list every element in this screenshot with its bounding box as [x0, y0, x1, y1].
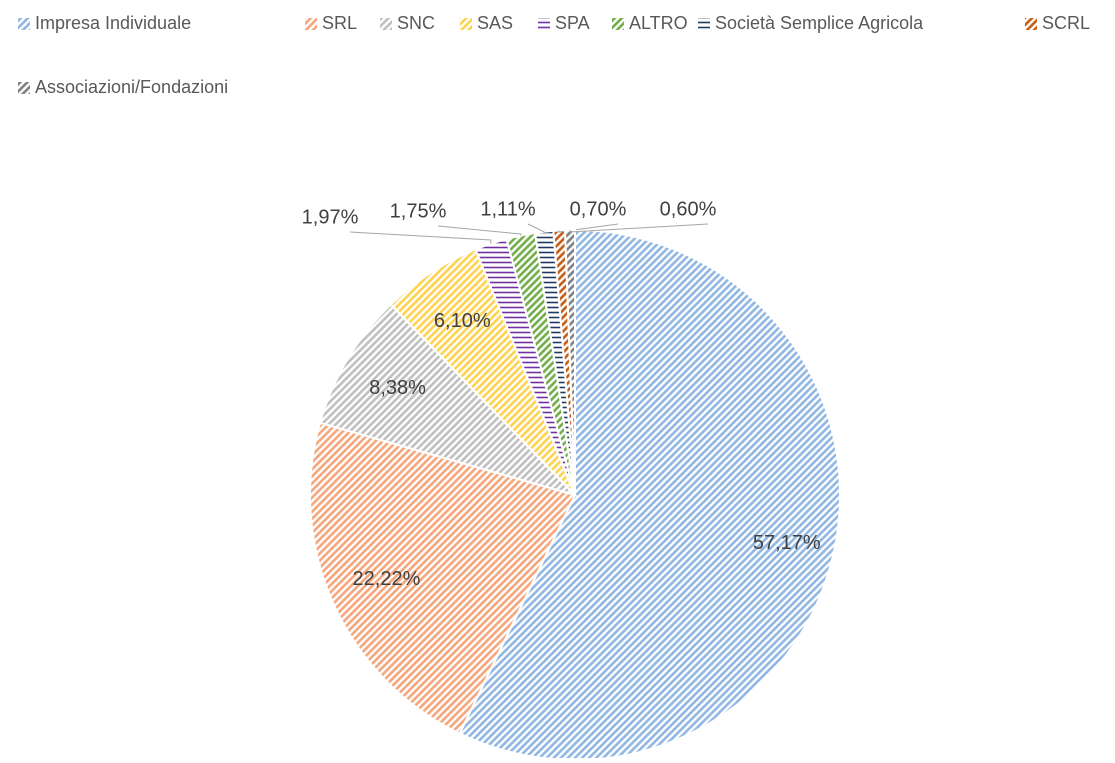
- pie-slice: [563, 228, 576, 496]
- data-label: 57,17%: [753, 532, 821, 554]
- leader-line: [527, 223, 545, 233]
- legend-label: Associazioni/Fondazioni: [35, 77, 228, 97]
- legend-label: Società Semplice Agricola: [715, 13, 924, 33]
- legend-label: SPA: [555, 13, 590, 33]
- data-label: 1,75%: [390, 200, 447, 222]
- legend-label: SNC: [397, 13, 435, 33]
- legend-swatch: [460, 18, 472, 30]
- legend-swatch: [538, 18, 550, 30]
- legend-label: Impresa Individuale: [35, 13, 191, 33]
- leader-line: [558, 223, 619, 233]
- legend-swatch: [698, 18, 710, 30]
- pie-slice: [309, 421, 577, 735]
- legend-swatch: [380, 18, 392, 30]
- data-label: 0,60%: [660, 198, 717, 220]
- leader-line: [349, 231, 492, 244]
- data-label: 1,11%: [480, 198, 535, 220]
- legend-label: SAS: [477, 13, 513, 33]
- leader-line: [437, 225, 522, 236]
- legend-swatch: [18, 18, 30, 30]
- legend-label: SCRL: [1042, 13, 1090, 33]
- legend-swatch: [305, 18, 317, 30]
- pie-slice: [318, 303, 579, 497]
- data-label: 22,22%: [353, 568, 421, 590]
- legend-swatch: [1025, 18, 1037, 30]
- legend-swatch: [612, 18, 624, 30]
- data-label: 6,10%: [434, 310, 491, 332]
- legend-label: ALTRO: [629, 13, 688, 33]
- legend-label: SRL: [322, 13, 357, 33]
- legend-swatch: [18, 82, 30, 94]
- leader-line: [569, 223, 709, 233]
- data-label: 1,97%: [302, 206, 359, 228]
- data-label: 0,70%: [570, 198, 627, 220]
- data-label: 8,38%: [369, 377, 426, 399]
